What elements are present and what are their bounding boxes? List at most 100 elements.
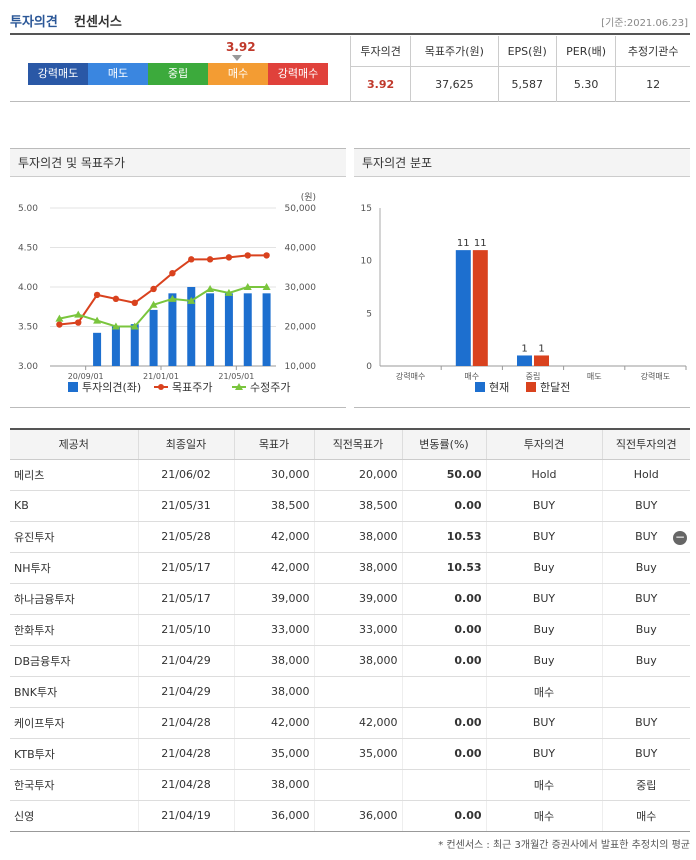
- prev-opinion-cell: BUY: [601, 490, 690, 522]
- y-tick: 0: [366, 362, 372, 372]
- y-left-tick: 4.00: [18, 283, 38, 293]
- opinion-cell: Buy: [485, 645, 602, 677]
- section-title: 투자의견: [10, 15, 58, 30]
- table-row: KTB투자 21/04/28 35,000 35,000 0.00 BUY BUY: [10, 738, 690, 770]
- minus-circle-icon[interactable]: −: [673, 530, 687, 545]
- target-price-point: [75, 319, 82, 326]
- opinion-cell: BUY: [485, 707, 602, 739]
- x-tick-label: 21/05/01: [218, 372, 254, 381]
- x-tick-label: 강력매수: [396, 371, 425, 381]
- consensus-table: 투자의견 목표주가(원) EPS(원) PER(배) 추정기관수 3.92 37,625 5…: [349, 36, 690, 102]
- legend-label: 현재: [489, 381, 509, 394]
- legend-label: 투자의견(좌): [82, 381, 141, 394]
- date-cell: 21/04/28: [137, 738, 234, 770]
- base-date: [기준:2021.06.23]: [601, 18, 688, 29]
- legend-label: 목표주가: [172, 381, 212, 394]
- target-price-cell: 36,000: [233, 800, 314, 832]
- legend-swatch: [526, 382, 536, 392]
- opinion-bar: [130, 324, 139, 366]
- y-right-tick: 50,000: [285, 204, 317, 214]
- adjusted-price-point: [224, 288, 233, 296]
- header-divider: [10, 33, 690, 35]
- score-marker-icon: [232, 55, 242, 61]
- prev-target-cell: 38,000: [313, 645, 402, 677]
- prev-opinion-cell: 매수: [601, 800, 690, 832]
- opinion-bar: [149, 309, 158, 366]
- prev-opinion-cell: [601, 676, 690, 708]
- target-price-cell: 30,000: [233, 459, 314, 491]
- opinion-bar: [93, 332, 102, 366]
- prev-target-cell: 38,000: [313, 521, 402, 553]
- distribution-bar: [455, 250, 471, 366]
- change-rate-cell: 10.53: [401, 552, 486, 584]
- adjusted-price-point: [74, 310, 83, 318]
- table-header: 변동률(%): [401, 428, 486, 460]
- consensus-value: 5,587: [497, 66, 557, 102]
- date-cell: 21/05/17: [137, 583, 234, 615]
- adjusted-price-point: [55, 314, 64, 322]
- table-row: 유진투자 21/05/28 42,000 38,000 10.53 BUY BUY: [10, 521, 690, 553]
- table-row: 한화투자 21/05/10 33,000 33,000 0.00 Buy Buy: [10, 614, 690, 646]
- y-right-tick: 40,000: [285, 244, 317, 254]
- consensus-header: EPS(원): [497, 36, 557, 67]
- bar-value-label: 1: [538, 343, 544, 354]
- prev-target-cell: 36,000: [313, 800, 402, 832]
- prev-target-cell: [313, 769, 402, 801]
- opinion-bar: [111, 326, 120, 366]
- broker-name: 신영: [10, 800, 138, 832]
- prev-target-cell: 35,000: [313, 738, 402, 770]
- legend-label: 수정주가: [250, 381, 290, 394]
- opinion-cell: BUY: [485, 521, 602, 553]
- target-price-point: [225, 254, 233, 261]
- opinion-bar: [262, 293, 271, 366]
- opinion-cell: BUY: [485, 738, 602, 770]
- bar-value-label: 11: [457, 238, 470, 249]
- date-cell: 21/06/02: [137, 459, 234, 491]
- consensus-header: PER(배): [555, 36, 616, 67]
- y-tick: 10: [361, 257, 373, 267]
- date-cell: 21/05/10: [137, 614, 234, 646]
- date-cell: 21/04/29: [137, 676, 234, 708]
- consensus-value: 3.92: [349, 66, 411, 102]
- change-rate-cell: 0.00: [401, 800, 486, 832]
- target-price-cell: 42,000: [233, 552, 314, 584]
- table-row: 메리츠 21/06/02 30,000 20,000 50.00 Hold Hold: [10, 459, 690, 491]
- prev-opinion-cell: 중립: [601, 769, 690, 801]
- legend-swatch: [68, 382, 78, 392]
- prev-target-cell: 20,000: [313, 459, 402, 491]
- date-cell: 21/05/28: [137, 521, 234, 553]
- consensus-header: 목표주가(원): [410, 36, 498, 67]
- broker-name: 한국투자: [10, 769, 138, 801]
- change-rate-cell: 10.53: [401, 521, 486, 553]
- broker-name: 메리츠: [10, 459, 138, 491]
- change-rate-cell: 0.00: [401, 490, 486, 522]
- x-tick-label: 강력매도: [641, 371, 670, 381]
- section-header: 투자의견 컨센서스 [기준:2021.06.23]: [10, 8, 690, 35]
- prev-opinion-cell: Buy: [601, 552, 690, 584]
- target-price-cell: 39,000: [233, 583, 314, 615]
- legend-label: 한달전: [540, 381, 570, 394]
- prev-opinion-cell: BUY: [601, 583, 690, 615]
- consensus-value: 37,625: [410, 66, 498, 102]
- adjusted-price-point: [187, 296, 196, 304]
- table-header: 제공처: [10, 428, 138, 460]
- target-price-point: [56, 321, 63, 328]
- prev-target-cell: 38,000: [313, 552, 402, 584]
- table-row: 하나금융투자 21/05/17 39,000 39,000 0.00 BUY BUY: [10, 583, 690, 615]
- table-header: 직전목표가: [313, 428, 402, 460]
- bar-value-label: 1: [521, 343, 527, 354]
- opinion-bar: [243, 293, 252, 366]
- prev-opinion-cell: Buy: [601, 645, 690, 677]
- x-tick-label: 매도: [587, 372, 602, 381]
- scale-segment: 강력매수: [268, 63, 328, 85]
- adjusted-price-point: [93, 316, 102, 324]
- change-rate-cell: 0.00: [401, 738, 486, 770]
- section-subtitle: 컨센서스: [74, 15, 122, 30]
- change-rate-cell: 0.00: [401, 583, 486, 615]
- opinion-bar: [187, 287, 196, 366]
- x-tick-label: 중립: [526, 372, 541, 381]
- date-cell: 21/04/19: [137, 800, 234, 832]
- y-left-tick: 4.50: [18, 244, 38, 254]
- target-price-cell: 33,000: [233, 614, 314, 646]
